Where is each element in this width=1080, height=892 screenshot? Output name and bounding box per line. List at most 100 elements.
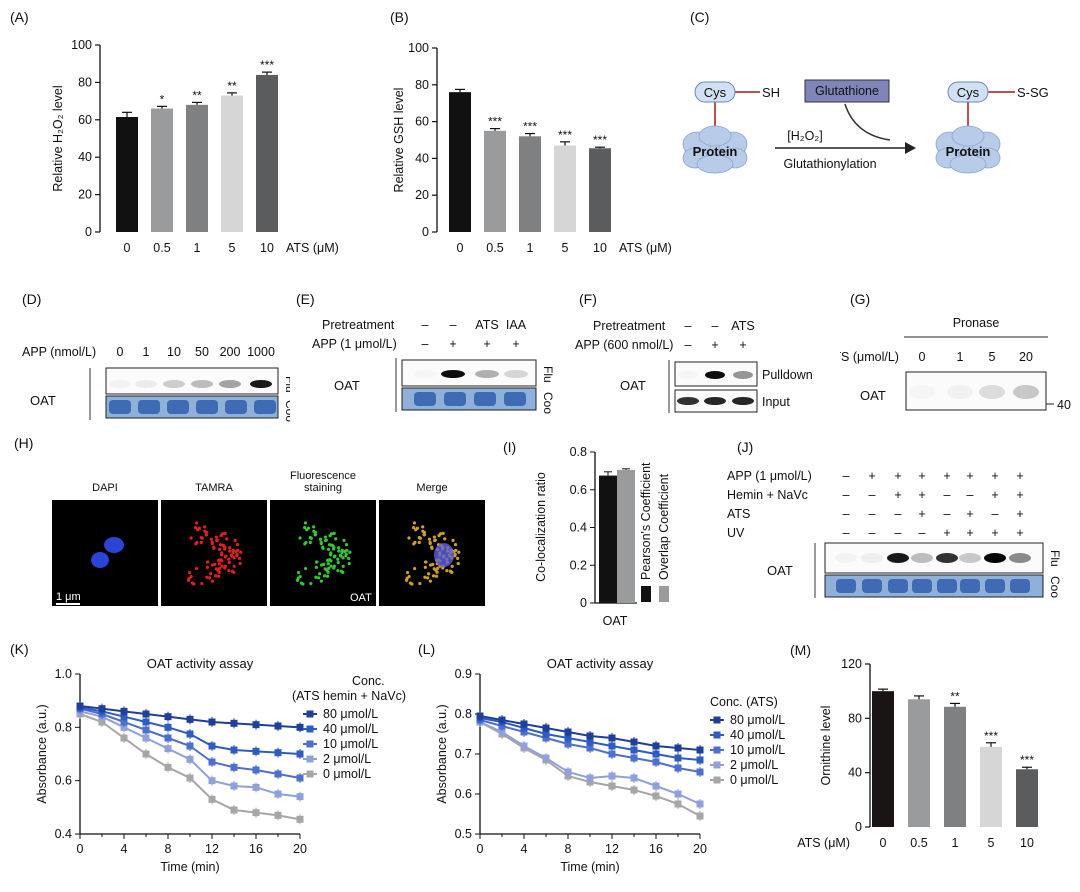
fluorescence-speck [410, 582, 414, 586]
row-label: APP (1 μmol/L) [727, 469, 812, 483]
fluorescence-speck [208, 576, 212, 580]
panel-label: (L) [418, 641, 435, 657]
data-point [674, 764, 682, 772]
lane-label: 200 [220, 345, 241, 359]
significance-mark: * [160, 92, 165, 106]
fluorescence-speck [319, 541, 323, 546]
row-mark: – [944, 507, 951, 521]
flu-gel [105, 367, 279, 395]
fluorescence-speck [339, 554, 343, 558]
fluorescence-speck [337, 549, 341, 553]
app-lane: + [711, 338, 718, 352]
data-point [674, 790, 682, 798]
fluorescence-speck [228, 546, 232, 550]
y-tick-label: 0.7 [455, 747, 472, 761]
data-point [186, 742, 194, 750]
legend-title: Conc. (ATS) [710, 695, 778, 709]
fluorescence-speck [418, 581, 422, 586]
x-tick-label: 0 [880, 836, 887, 850]
x-tick-label: OAT [603, 614, 628, 628]
row-mark: + [1016, 469, 1023, 483]
significance-mark: *** [260, 58, 274, 72]
fluorescence-speck [432, 535, 436, 539]
ssg-text: S-SG [1017, 85, 1049, 100]
fluorescence-speck [344, 554, 348, 558]
data-point [520, 742, 528, 750]
legend-swatch [659, 586, 669, 602]
row-mark: + [1016, 507, 1023, 521]
protein-label: OAT [860, 388, 886, 403]
data-point [542, 730, 550, 738]
micrograph-3 [270, 500, 376, 606]
significance-mark: ** [227, 79, 237, 93]
bar [116, 116, 138, 232]
bar [599, 475, 617, 603]
pre-lane: ATS [475, 318, 498, 332]
fluorescence-speck [298, 536, 302, 540]
x-tick-label: 5 [229, 241, 236, 255]
y-tick-label: 0.6 [55, 774, 72, 788]
bar [872, 691, 894, 827]
fluorescence-speck [223, 545, 227, 550]
fluorescence-speck [196, 528, 200, 532]
fluorescence-speck [407, 536, 411, 540]
fluorescence-speck [332, 531, 336, 535]
micrograph-4 [379, 500, 485, 606]
data-point [630, 754, 638, 762]
fluorescence-speck [428, 541, 432, 546]
x-tick-label: 1 [194, 241, 201, 255]
lane-label: 10 [167, 345, 181, 359]
bar [1016, 769, 1038, 827]
fluorescence-speck [428, 579, 432, 583]
data-point [696, 812, 704, 820]
fluorescence-speck [238, 561, 242, 566]
data-point [296, 815, 304, 823]
fluorescence-speck [225, 537, 229, 541]
fluorescence-speck [433, 538, 437, 542]
fluorescence-speck [332, 555, 336, 559]
data-point [630, 746, 638, 754]
y-tick-label: 60 [78, 113, 92, 127]
coomassie-band [444, 392, 466, 406]
data-point [142, 726, 150, 734]
fluorescence-speck [187, 570, 192, 575]
legend-marker [306, 725, 314, 733]
coomassie-band [1010, 579, 1030, 593]
flu-band [984, 553, 1006, 563]
panel-label: (I) [503, 439, 516, 455]
row-label: ATS [727, 507, 750, 521]
fluorescence-speck [239, 550, 243, 554]
coomassie-band [138, 400, 160, 414]
x-tick-label: 0.5 [910, 836, 927, 850]
coomassie-band [225, 400, 247, 414]
flu-label: Flu [283, 376, 290, 393]
fluorescence-speck [230, 569, 235, 573]
legend-label: Pearson's Coefficient [639, 462, 653, 580]
fluorescence-speck [339, 569, 344, 573]
data-point [476, 712, 484, 720]
data-point [608, 734, 616, 742]
row-mark: + [918, 469, 925, 483]
app-lane: + [739, 338, 746, 352]
flu-band [191, 380, 213, 388]
row-mark: + [918, 507, 925, 521]
fluorescence-speck [213, 574, 218, 578]
fluorescence-speck [412, 542, 416, 546]
legend-marker [713, 746, 721, 754]
y-tick-label: 40 [415, 151, 429, 165]
bar [980, 746, 1002, 827]
pretreatment-label: Pretreatment [322, 318, 395, 332]
x-tick-label: 8 [565, 842, 572, 856]
ats-label: ATS (μmol/L) [840, 350, 899, 364]
data-point [76, 702, 84, 710]
scale-label: 1 μm [56, 591, 81, 603]
fluorescence-speck [456, 561, 460, 566]
protein-left-blob [698, 125, 732, 147]
flu-band [475, 370, 499, 378]
fluorescence-speck [199, 540, 203, 545]
row-mark: – [843, 526, 850, 540]
protein-left-text: Protein [693, 144, 738, 159]
panel-h-images: DAPI TAMRA Fluorescence staining Merge [52, 470, 492, 610]
coomassie-band [960, 579, 980, 593]
fluorescence-speck [232, 564, 236, 568]
